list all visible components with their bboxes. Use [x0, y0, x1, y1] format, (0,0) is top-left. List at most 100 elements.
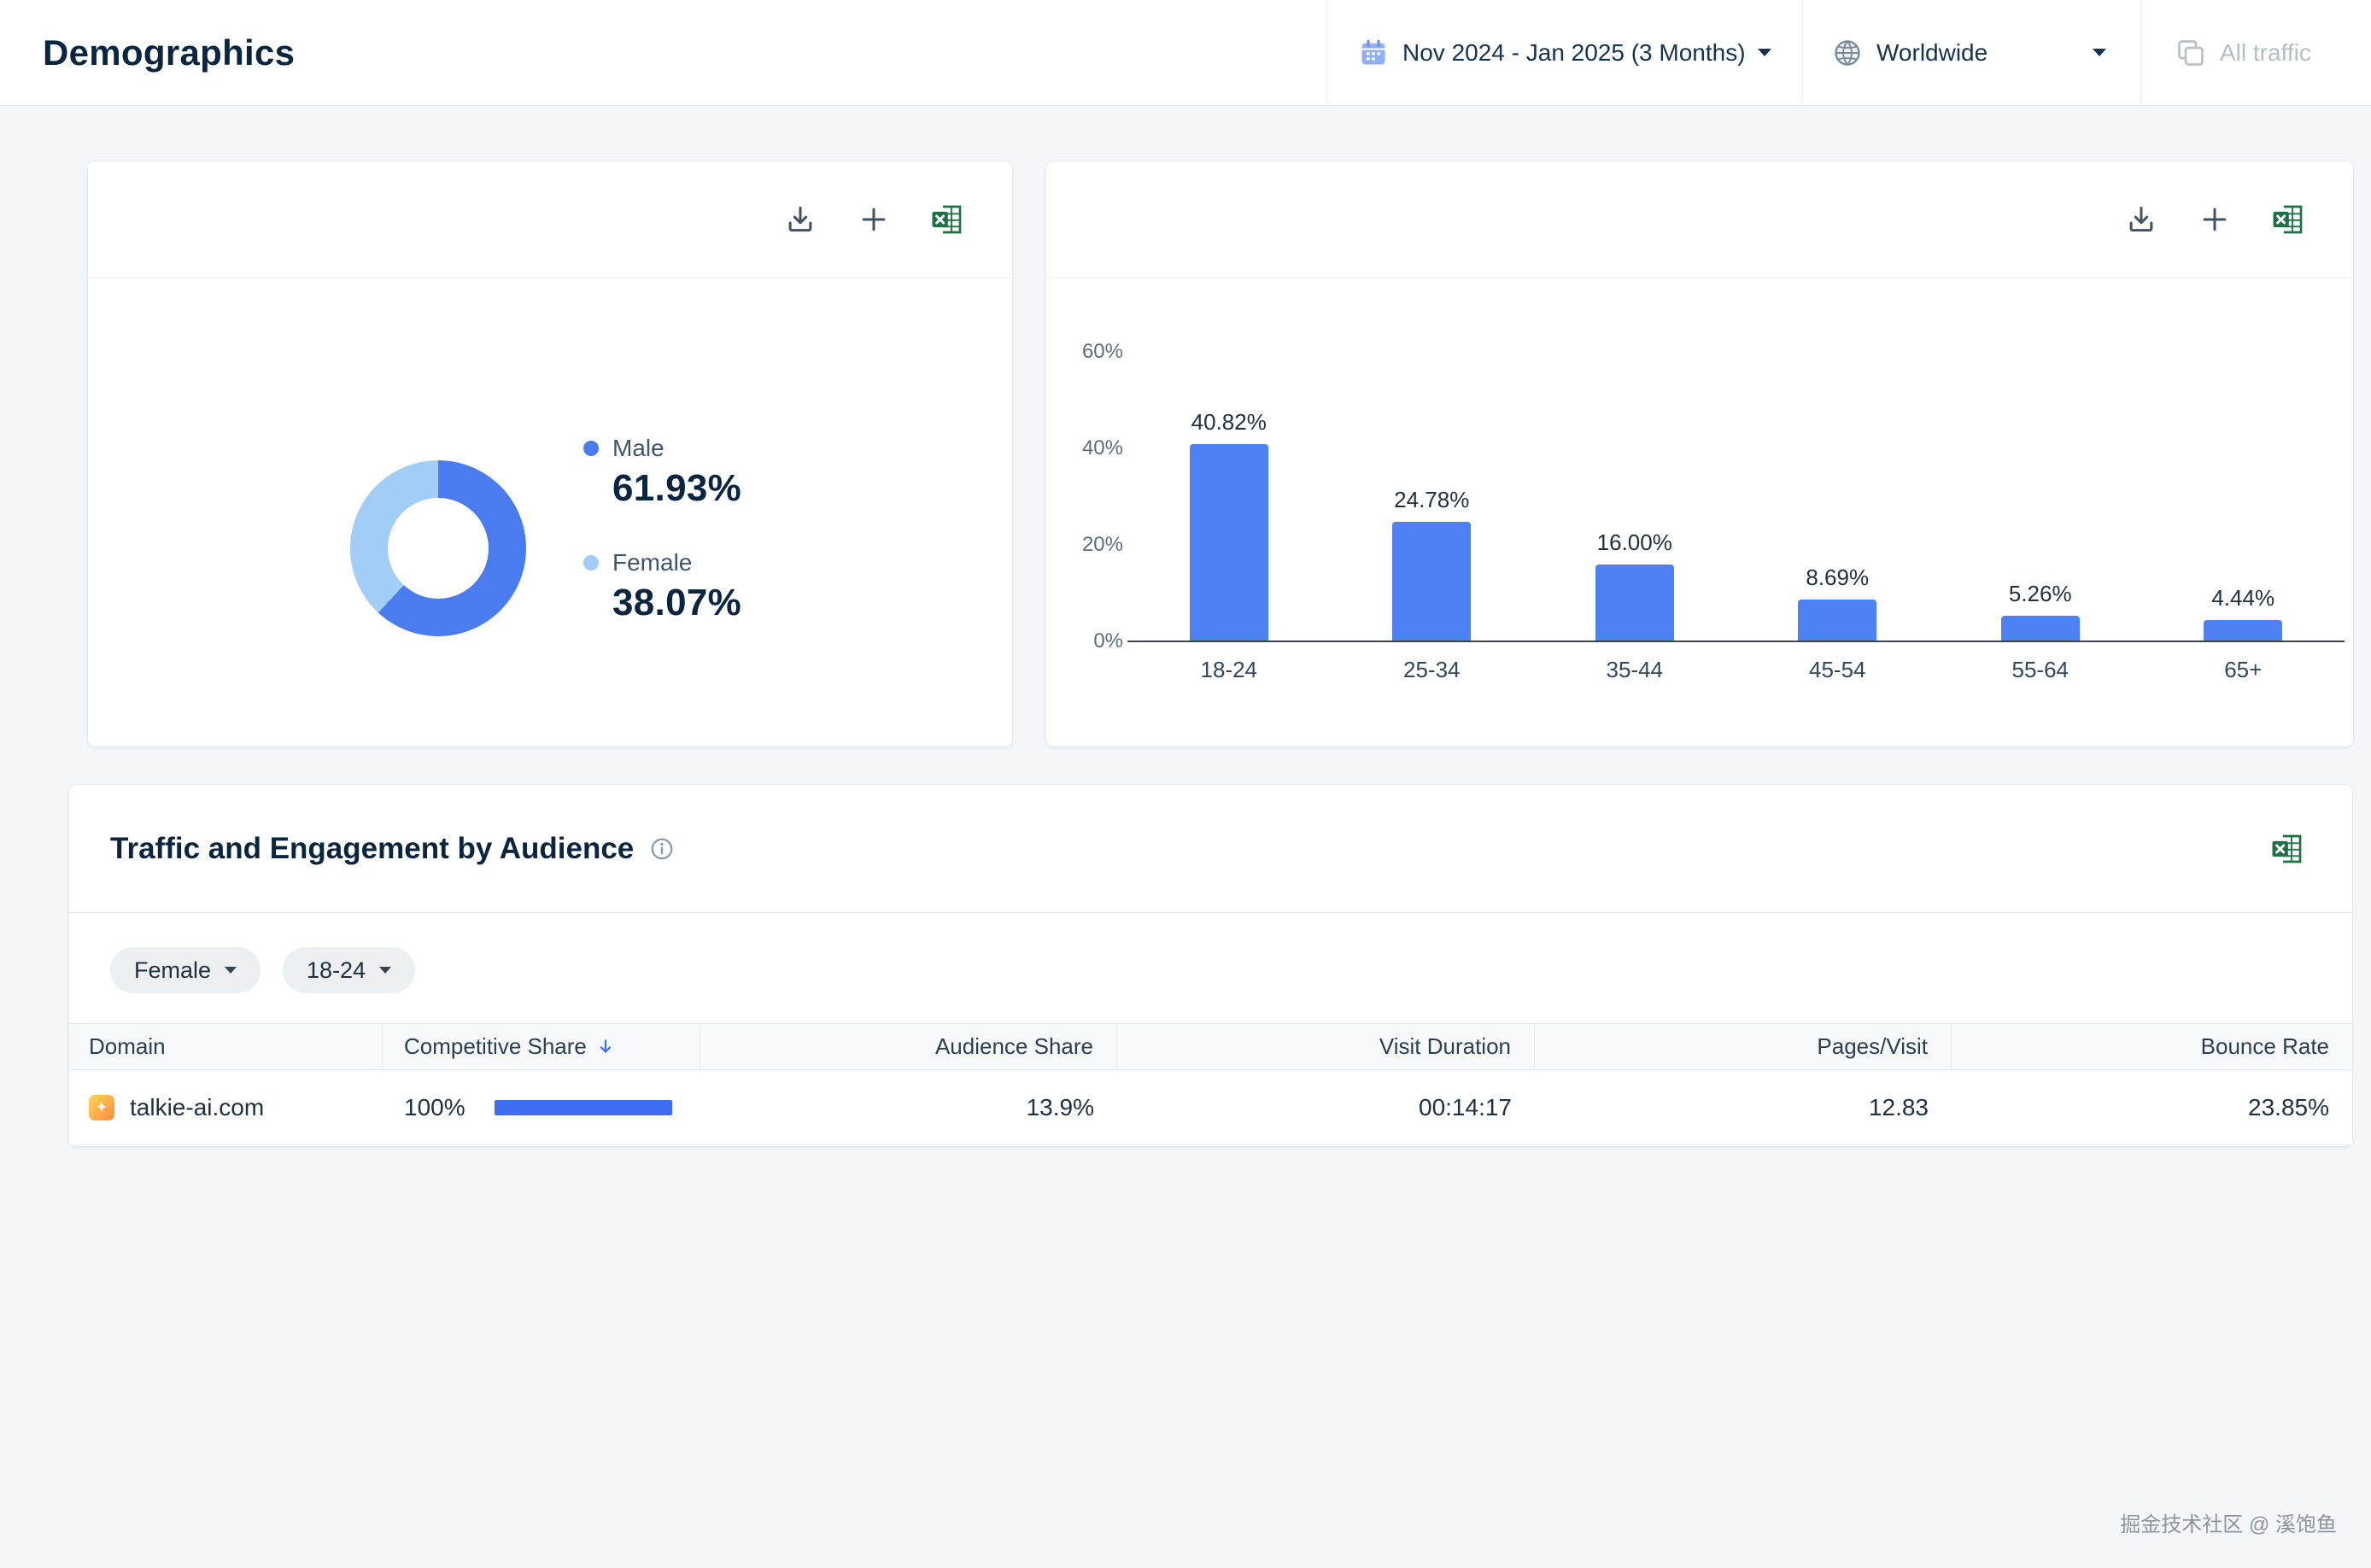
age-chart-body: 0% 20% 40% 60% 40.82% 24.78% 16.00% 8.69% 5.26%… [1046, 279, 2353, 746]
chevron-down-icon [2093, 49, 2106, 56]
all-traffic-icon [2175, 38, 2206, 68]
region-picker[interactable]: Worldwide [1802, 0, 2140, 105]
bar-group: 40.82% [1127, 279, 1331, 641]
header-controls: Nov 2024 - Jan 2025 (3 Months) Worldwide… [1326, 0, 2371, 105]
chevron-down-icon [1757, 49, 1771, 56]
cell-value: 23.85% [2248, 1093, 2329, 1120]
bounce-rate-cell: 23.85% [1952, 1070, 2352, 1144]
table-header-row: Domain Competitive Share Audience Share Vis… [69, 1023, 2352, 1070]
download-icon[interactable] [782, 202, 818, 237]
column-header-bounce-rate[interactable]: Bounce Rate [1952, 1024, 2352, 1069]
date-range-label: Nov 2024 - Jan 2025 (3 Months) [1402, 38, 1746, 66]
table-row[interactable]: ✦ talkie-ai.com 100% 13.9% 00:14:17 12.83 23.8… [69, 1070, 2352, 1145]
column-header-label: Audience Share [934, 1033, 1093, 1059]
y-tick-label: 0% [1093, 629, 1123, 652]
filter-chip-18-24[interactable]: 18-24 [283, 947, 416, 993]
bar-group: 8.69% [1736, 279, 1940, 641]
audience-table: Domain Competitive Share Audience Share Vis… [69, 1023, 2352, 1145]
column-header-audience-share[interactable]: Audience Share [700, 1024, 1117, 1069]
domain-name: talkie-ai.com [130, 1093, 265, 1120]
table-body: ✦ talkie-ai.com 100% 13.9% 00:14:17 12.83 23.8… [69, 1070, 2352, 1145]
legend-color-dot [583, 441, 599, 456]
chevron-down-icon [379, 967, 392, 974]
gender-donut-chart [350, 460, 526, 636]
legend-label-row: Female [583, 549, 741, 576]
excel-export-icon[interactable] [2270, 202, 2306, 237]
y-tick-label: 60% [1081, 340, 1123, 363]
gender-legend: Male 61.93% Female 38.07% [583, 435, 741, 664]
filter-chip-label: Female [134, 957, 212, 983]
domain-cell[interactable]: ✦ talkie-ai.com [69, 1070, 383, 1144]
sort-desc-icon [595, 1037, 616, 1057]
legend-label-row: Male [583, 435, 741, 462]
filter-chip-female[interactable]: Female [110, 947, 261, 993]
bar-value-label: 8.69% [1806, 564, 1870, 590]
add-icon[interactable] [856, 202, 892, 237]
bar [2000, 616, 2080, 641]
column-header-label: Visit Duration [1379, 1033, 1511, 1059]
visit-duration-cell: 00:14:17 [1117, 1070, 1535, 1144]
bar [2204, 619, 2283, 641]
bar [1189, 444, 1268, 641]
globe-icon [1832, 38, 1863, 68]
column-header-label: Bounce Rate [2200, 1033, 2329, 1059]
x-tick-label: 65+ [2224, 657, 2263, 682]
x-axis: 18-24 25-34 35-44 45-54 55-64 65+ [1127, 657, 2345, 683]
bar-group: 16.00% [1533, 279, 1736, 641]
watermark: 掘金技术社区 @ 溪饱鱼 [2120, 1513, 2337, 1536]
bar-value-label: 5.26% [2008, 581, 2072, 607]
y-tick-label: 20% [1081, 533, 1123, 556]
calendar-icon [1358, 38, 1389, 68]
add-icon[interactable] [2197, 202, 2233, 237]
cell-value: 00:14:17 [1419, 1093, 1512, 1120]
gender-distribution-card: Male 61.93% Female 38.07% [88, 161, 1012, 746]
legend-color-dot [583, 555, 599, 570]
audience-filters: Female 18-24 [110, 947, 2352, 993]
bar-value-label: 16.00% [1596, 529, 1672, 555]
legend-item-female[interactable]: Female 38.07% [583, 549, 741, 624]
date-range-picker[interactable]: Nov 2024 - Jan 2025 (3 Months) [1326, 0, 1802, 105]
bar-group: 24.78% [1331, 279, 1534, 641]
bar-group: 5.26% [1939, 279, 2142, 641]
bar-value-label: 4.44% [2211, 584, 2275, 611]
x-tick-label: 45-54 [1809, 657, 1866, 682]
column-header-domain[interactable]: Domain [69, 1024, 383, 1069]
column-header-pages-visit[interactable]: Pages/Visit [1535, 1024, 1952, 1069]
competitive-share-value: 100% [404, 1093, 465, 1120]
bar [1798, 599, 1877, 641]
column-header-label: Domain [89, 1033, 166, 1059]
traffic-filter-label: All traffic [2220, 38, 2311, 66]
bar-value-label: 24.78% [1394, 487, 1470, 512]
legend-value: 61.93% [612, 467, 742, 509]
x-tick-label: 25-34 [1403, 657, 1461, 682]
legend-value: 38.07% [612, 582, 742, 623]
x-axis-line [1127, 641, 2345, 642]
top-bar: Demographics Nov 2024 - Jan 2025 (3 Mont… [0, 0, 2371, 106]
x-tick-label: 35-44 [1606, 657, 1664, 682]
info-icon[interactable] [649, 836, 675, 862]
audience-card-header: Traffic and Engagement by Audience [69, 785, 2352, 913]
excel-export-icon[interactable] [2269, 831, 2305, 867]
bar [1595, 564, 1674, 641]
card-toolbar [1046, 161, 2353, 278]
audience-card-title: Traffic and Engagement by Audience [110, 831, 635, 865]
column-header-visit-duration[interactable]: Visit Duration [1117, 1024, 1535, 1069]
bars: 40.82% 24.78% 16.00% 8.69% 5.26% 4.44% [1127, 279, 2345, 641]
bar [1392, 522, 1472, 641]
download-icon[interactable] [2123, 202, 2159, 237]
traffic-filter[interactable]: All traffic [2140, 0, 2371, 105]
audience-card: Traffic and Engagement by Audience Femal… [69, 785, 2352, 1146]
column-header-label: Competitive Share [404, 1033, 587, 1059]
competitive-share-cell: 100% [383, 1070, 700, 1144]
gender-chart-body: Male 61.93% Female 38.07% [88, 279, 1012, 746]
legend-item-male[interactable]: Male 61.93% [583, 435, 741, 510]
region-label: Worldwide [1876, 38, 1988, 66]
excel-export-icon[interactable] [929, 202, 965, 237]
column-header-label: Pages/Visit [1817, 1033, 1928, 1059]
age-distribution-card: 0% 20% 40% 60% 40.82% 24.78% 16.00% 8.69% 5.26%… [1046, 161, 2353, 746]
donut-hole [388, 498, 489, 599]
bar-group: 4.44% [2142, 279, 2345, 641]
column-header-competitive-share[interactable]: Competitive Share [383, 1024, 700, 1069]
pages-per-visit-cell: 12.83 [1535, 1070, 1952, 1144]
chevron-down-icon [225, 967, 237, 974]
